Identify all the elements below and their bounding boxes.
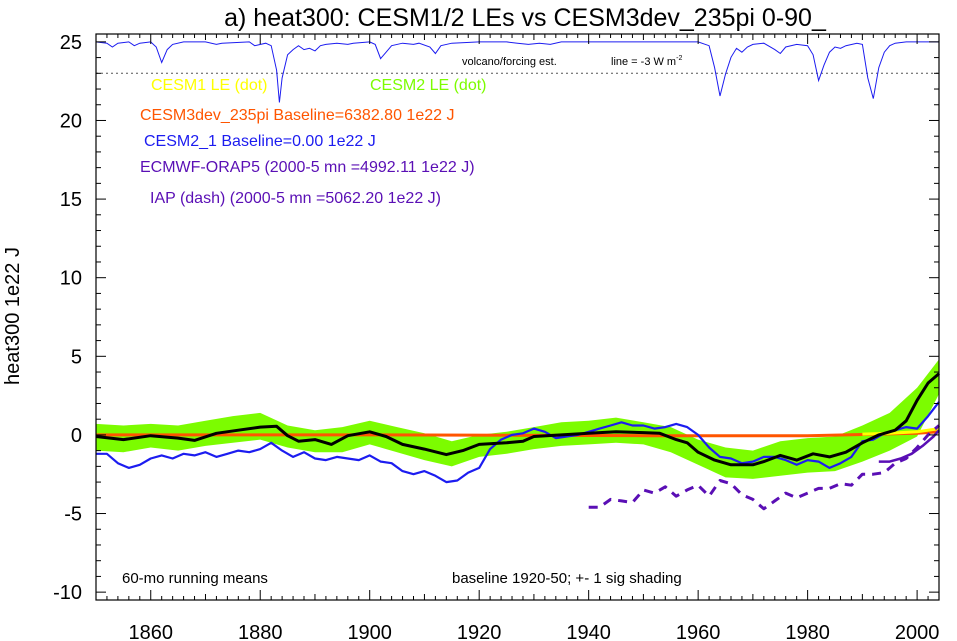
x-tick-label: 2000 (895, 622, 940, 641)
series-orap5 (878, 429, 940, 463)
y-tick-label: -10 (53, 582, 82, 604)
y-tick-label: 15 (60, 189, 82, 211)
legend-iap: IAP (dash) (2000-5 mn =5062.20 1e22 J) (150, 190, 441, 207)
chart-title: a) heat300: CESM1/2 LEs vs CESM3dev_235p… (224, 4, 827, 32)
y-tick-label: 10 (60, 268, 82, 290)
plot-area (95, 41, 940, 511)
volcano-line-label: line = -3 W m-2 (611, 55, 682, 68)
y-axis-label: heat300 1e22 J (2, 247, 24, 385)
legend-cesm2: CESM2 LE (dot) (370, 77, 486, 94)
series-ensemble-mean (95, 372, 940, 467)
x-tick-label: 1900 (347, 622, 392, 641)
plot-frame (95, 33, 940, 601)
sigma-shading-band (96, 359, 939, 479)
x-tick-label: 1940 (566, 622, 611, 641)
y-tick-label: 0 (71, 425, 82, 447)
x-tick-label: 1960 (676, 622, 721, 641)
x-tick-label: 1920 (457, 622, 502, 641)
legend-cesm1: CESM1 LE (dot) (151, 77, 267, 94)
legend: CESM1 LE (dot) CESM2 LE (dot) CESM3dev_2… (140, 77, 486, 207)
y-tick-label: 5 (71, 346, 82, 368)
legend-cesm2-1: CESM2_1 Baseline=0.00 1e22 J (144, 133, 376, 150)
series-cesm3dev (96, 430, 940, 438)
note-baseline: baseline 1920-50; +- 1 sig shading (452, 570, 682, 587)
x-tick-label: 1980 (785, 622, 830, 641)
volcano-label: volcano/forcing est. (462, 56, 557, 68)
axes: 1860 1880 1900 1920 1940 1960 1980 2000 -10 -5 0 5 1… (53, 32, 940, 641)
series-cesm1 (862, 427, 940, 436)
series-iap (588, 424, 940, 511)
y-tick-label: 20 (60, 110, 82, 132)
series-cesm2-1 (96, 401, 940, 484)
x-tick-label: 1860 (128, 622, 173, 641)
x-tick-label: 1880 (238, 622, 283, 641)
legend-orap5: ECMWF-ORAP5 (2000-5 mn =4992.11 1e22 J) (140, 159, 475, 176)
volcano-forcing-line (95, 41, 939, 103)
note-running-means: 60-mo running means (122, 570, 268, 587)
legend-cesm3dev: CESM3dev_235pi Baseline=6382.80 1e22 J (140, 107, 454, 124)
y-tick-label: -5 (64, 504, 82, 526)
y-tick-label: 25 (60, 32, 82, 54)
